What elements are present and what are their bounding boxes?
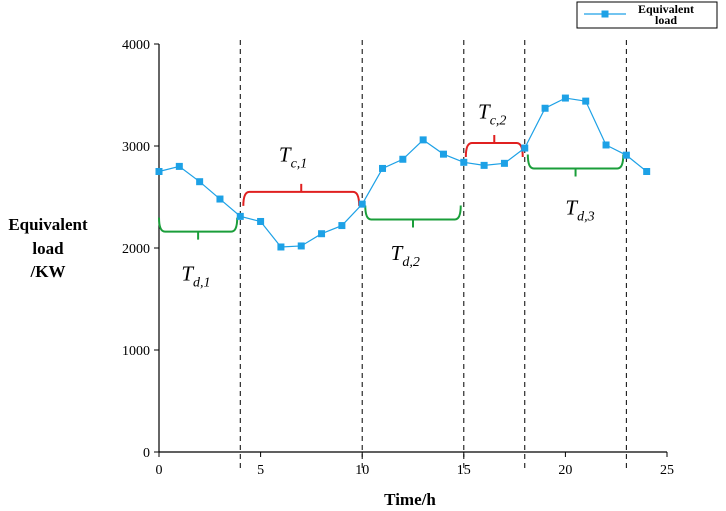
data-point [175, 162, 183, 170]
data-point [236, 212, 244, 220]
bracket-label: Td,1 [181, 262, 210, 291]
y-axis-title-line-1: Equivalent [8, 215, 88, 234]
y-axis-title-line-3: /KW [30, 262, 66, 281]
bracket-label-subscript: c,2 [490, 113, 507, 128]
bracket-d-3: Td,3 [526, 154, 625, 224]
bracket-label: Td,2 [391, 241, 420, 270]
x-axis-title: Time/h [384, 490, 436, 509]
data-point [277, 243, 285, 251]
y-tick-label: 3000 [122, 140, 150, 155]
data-point [257, 217, 265, 225]
bracket-shape [242, 183, 361, 206]
bracket-shape [526, 154, 625, 177]
data-point [582, 97, 590, 105]
data-point [297, 242, 305, 250]
bracket-shape [464, 134, 524, 157]
bracket-c-2: Tc,2 [464, 99, 524, 157]
y-tick-label: 1000 [122, 344, 150, 359]
x-tick-label: 20 [558, 463, 572, 478]
y-axis-title-line-2: load [32, 239, 64, 258]
data-point [358, 200, 366, 208]
bracket-label: Tc,2 [478, 99, 506, 128]
bracket-d-1: Td,1 [158, 217, 239, 291]
data-point [643, 168, 651, 175]
y-axis: 0 1000 2000 3000 4000 [122, 38, 159, 461]
legend-label-line-1: Equivalent [638, 2, 694, 16]
data-point [216, 195, 224, 203]
data-point [561, 94, 569, 102]
data-point [480, 161, 488, 169]
bracket-d-2: Td,2 [364, 205, 462, 270]
legend-marker-swatch [601, 10, 609, 18]
series-line [158, 97, 648, 248]
data-point [196, 178, 204, 186]
period-brackets: Td,1 Tc,1 Td,2 Tc,2 Td,3 [158, 99, 625, 291]
data-point [318, 230, 326, 238]
bracket-c-1: Tc,1 [242, 142, 361, 206]
data-point [399, 155, 407, 163]
bracket-label-subscript: d,3 [577, 209, 595, 224]
y-tick-label: 0 [143, 446, 150, 461]
bracket-label-subscript: d,2 [402, 255, 420, 270]
x-axis: 0 5 10 15 20 25 [156, 452, 674, 478]
legend-box [576, 1, 718, 29]
bracket-shape [158, 217, 239, 240]
x-tick-label: 25 [660, 463, 674, 478]
x-tick-label: 5 [257, 463, 264, 478]
period-divider-lines [239, 40, 627, 470]
bracket-label: Td,3 [565, 195, 594, 224]
data-point [419, 136, 427, 144]
bracket-label-subscript: d,1 [193, 276, 211, 291]
legend-label-line-2: load [655, 13, 677, 27]
data-point [439, 150, 447, 158]
data-point [500, 159, 508, 167]
data-point [521, 144, 529, 152]
data-point [541, 104, 549, 112]
y-tick-label: 4000 [122, 38, 150, 53]
series-equivalent-load [155, 94, 651, 251]
data-point [602, 141, 610, 149]
data-point [460, 158, 468, 166]
bracket-label: Tc,1 [279, 142, 307, 171]
data-point [338, 222, 346, 230]
x-tick-label: 15 [457, 463, 471, 478]
y-tick-label: 2000 [122, 242, 150, 257]
legend: Equivalent load [576, 1, 718, 29]
y-axis-title: Equivalent load /KW [8, 215, 88, 281]
x-tick-label: 0 [156, 463, 163, 478]
plot-area [158, 44, 667, 453]
data-point [622, 151, 630, 159]
bracket-shape [364, 205, 462, 228]
data-point [379, 164, 387, 172]
data-point [155, 168, 163, 175]
x-tick-label: 10 [355, 463, 369, 478]
bracket-label-subscript: c,1 [291, 156, 308, 171]
